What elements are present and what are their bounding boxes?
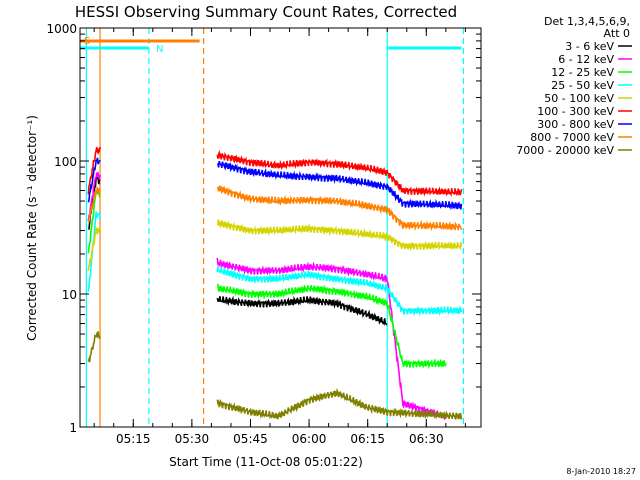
x-tick-label-3: 06:00 xyxy=(292,432,327,446)
legend-label-6: 300 - 800 keV xyxy=(537,118,614,131)
series-line-7-seg-0 xyxy=(87,186,101,223)
legend-header-line2: Att 0 xyxy=(604,27,630,40)
plot-frame xyxy=(79,27,482,428)
chart-title: HESSI Observing Summary Count Rates, Cor… xyxy=(75,3,457,21)
series-line-0-seg-1 xyxy=(216,295,388,327)
x-axis-label: Start Time (11-Oct-08 05:01:22) xyxy=(169,455,363,469)
series-line-6-seg-0 xyxy=(87,157,101,203)
series-line-4-seg-0 xyxy=(87,226,101,272)
y-tick-label-1: 10 xyxy=(62,288,77,302)
series-line-8-seg-1 xyxy=(216,387,463,421)
flag-label-s: S xyxy=(84,36,90,47)
series-line-3-seg-0 xyxy=(87,211,101,292)
date-stamp: 8-Jan-2010 18:27 xyxy=(566,467,636,476)
series-line-2-seg-1 xyxy=(216,283,447,370)
legend-label-5: 100 - 300 keV xyxy=(537,105,614,118)
series-line-5-seg-0 xyxy=(87,146,101,195)
y-tick-label-2: 100 xyxy=(54,155,77,169)
series-line-7-seg-1 xyxy=(216,185,463,232)
x-tick-label-0: 05:15 xyxy=(116,432,151,446)
x-tick-label-1: 05:30 xyxy=(175,432,210,446)
legend-label-8: 7000 - 20000 keV xyxy=(516,144,614,157)
y-tick-label-3: 1000 xyxy=(46,22,77,36)
series-line-3-seg-1 xyxy=(216,266,463,317)
x-tick-label-2: 05:45 xyxy=(233,432,268,446)
legend-label-0: 3 - 6 keV xyxy=(565,40,614,53)
series-line-4-seg-1 xyxy=(216,219,463,252)
y-axis-label: Corrected Count Rate (s⁻¹ detector⁻¹) xyxy=(25,115,39,341)
series-line-5-seg-1 xyxy=(216,149,463,198)
legend-label-7: 800 - 7000 keV xyxy=(530,131,614,144)
y-tick-label-0: 1 xyxy=(69,421,77,435)
x-tick-label-5: 06:30 xyxy=(409,432,444,446)
series-line-1-seg-0 xyxy=(87,170,101,222)
legend-label-1: 6 - 12 keV xyxy=(558,53,614,66)
legend-label-3: 25 - 50 keV xyxy=(551,79,614,92)
legend-label-4: 50 - 100 keV xyxy=(544,92,614,105)
series-line-6-seg-1 xyxy=(217,160,463,211)
data-layer: SN xyxy=(80,28,465,427)
axis-layer: 05:15 05:30 05:45 06:00 06:15 06:30 1 10 100 1000 xyxy=(46,22,481,446)
legend-header-line1: Det 1,3,4,5,6,9, xyxy=(544,15,630,28)
flag-label-n: N xyxy=(156,44,163,55)
legend-label-2: 12 - 25 keV xyxy=(551,66,614,79)
series-line-8-seg-0 xyxy=(87,331,101,363)
x-tick-label-4: 06:15 xyxy=(350,432,385,446)
series-line-1-seg-1 xyxy=(216,257,447,420)
